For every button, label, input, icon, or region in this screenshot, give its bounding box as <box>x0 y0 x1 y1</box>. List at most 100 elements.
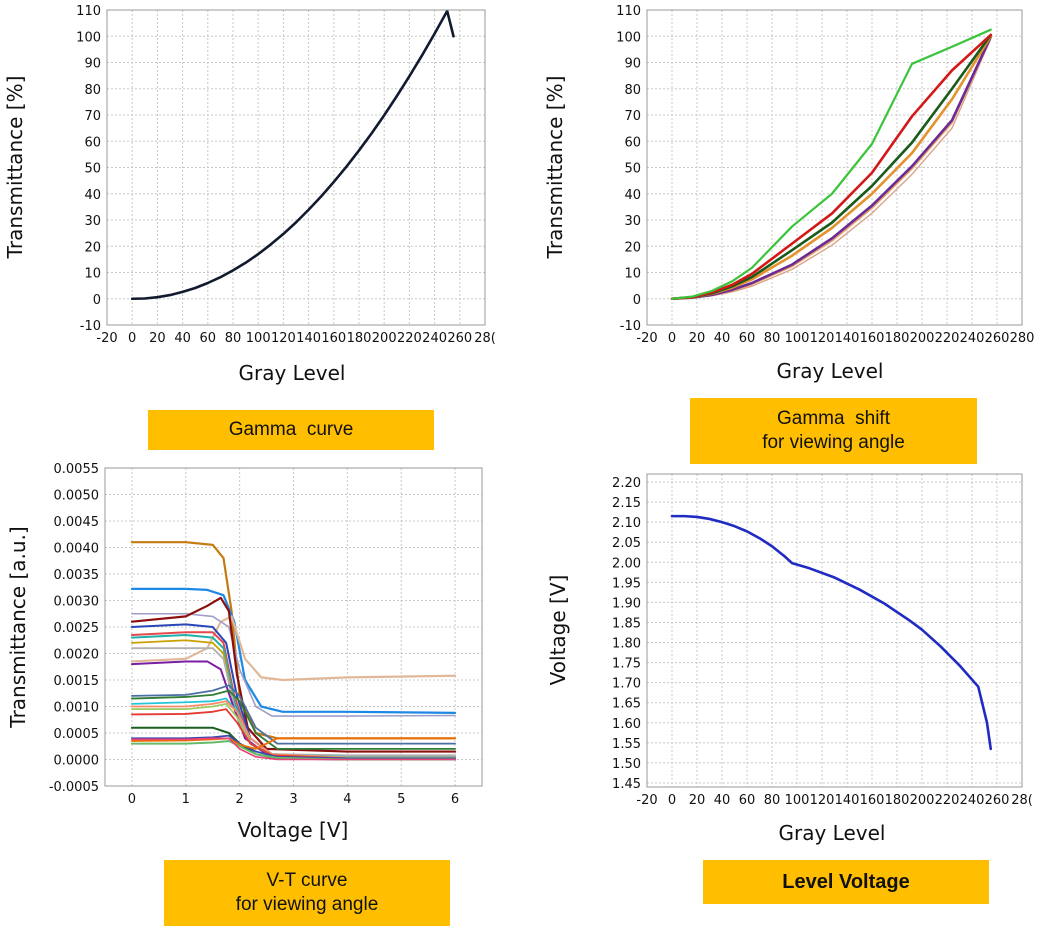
y-tick-label: 70 <box>624 109 641 124</box>
chart-vt-curve: 0 1 2 3 4 5 6 -0.0005 0.0000 0.0005 0.0010 0.0015 0.… <box>6 462 483 842</box>
series-line-2 <box>130 587 457 714</box>
y-tick-label: 30 <box>84 214 101 229</box>
x-tick-label: 140 <box>835 331 860 346</box>
y-tick-label: 1.65 <box>612 697 641 712</box>
y-tick-label: 0.0010 <box>54 701 100 716</box>
caption-gamma-shift: Gamma shift for viewing angle <box>690 398 977 464</box>
caption-gamma-curve: Gamma curve <box>148 410 434 450</box>
y-tick-label: 0 <box>633 293 641 308</box>
x-tick-label: 260 <box>447 331 472 346</box>
y-tick-label: 40 <box>84 188 101 203</box>
plot-frame <box>106 9 486 326</box>
y-tick-label: 60 <box>84 135 101 150</box>
series-line-22 <box>131 737 456 761</box>
x-tick-label: 80 <box>225 331 242 346</box>
series-line-5 <box>130 596 457 753</box>
x-tick-label: 80 <box>764 793 781 808</box>
caption-level-voltage-line-1: Level Voltage <box>782 871 910 893</box>
x-axis-label: Voltage [V] <box>238 818 349 842</box>
x-tick-label: 60 <box>739 331 756 346</box>
y-tick-label: 0.0050 <box>54 489 100 504</box>
y-tick-label: 60 <box>624 135 641 150</box>
y-tick-label: 2.20 <box>612 476 641 491</box>
x-tick-label: 280 <box>1010 331 1035 346</box>
x-tick-label: 20 <box>149 331 166 346</box>
x-tick-label: 180 <box>347 331 372 346</box>
series-line-13 <box>131 689 456 750</box>
x-tick-label: 80 <box>764 331 781 346</box>
y-axis-label: Transmittance [%] <box>3 76 27 260</box>
y-tick-label: 110 <box>76 4 101 19</box>
x-tick-label: 160 <box>860 793 885 808</box>
y-tick-label: 1.55 <box>612 737 641 752</box>
x-tick-label: 240 <box>422 331 447 346</box>
y-tick-label: 10 <box>84 267 101 282</box>
y-tick-label: -0.0005 <box>49 780 99 795</box>
caption-gamma-curve-line-1: Gamma curve <box>228 419 354 440</box>
x-tick-label: 220 <box>935 331 960 346</box>
x-tick-label: 28( <box>1011 793 1033 808</box>
y-tick-label: 80 <box>84 83 101 98</box>
y-tick-label: 2.10 <box>612 516 641 531</box>
y-axis-label: Transmittance [a.u.] <box>6 526 30 728</box>
x-tick-label: 260 <box>985 793 1010 808</box>
y-tick-label: 110 <box>616 4 641 19</box>
series-line-3 <box>130 615 457 682</box>
x-tick-label: -20 <box>636 793 657 808</box>
x-tick-label: 140 <box>296 331 321 346</box>
y-tick-label: 0.0055 <box>54 462 100 477</box>
x-tick-label: 0 <box>128 331 136 346</box>
y-tick-label: 50 <box>624 162 641 177</box>
caption-vt-curve-line-2: for viewing angle <box>235 894 379 915</box>
x-tick-label: 0 <box>128 792 136 807</box>
x-axis-label: Gray Level <box>779 821 886 845</box>
x-tick-label: 120 <box>271 331 296 346</box>
x-tick-label: 200 <box>910 793 935 808</box>
y-tick-label: 80 <box>624 83 641 98</box>
y-tick-label: 30 <box>624 214 641 229</box>
x-tick-label: 1 <box>182 792 190 807</box>
series-line-1 <box>670 514 993 751</box>
y-tick-label: 0.0015 <box>54 674 100 689</box>
y-tick-label: 100 <box>616 30 641 45</box>
y-tick-label: 1.50 <box>612 757 641 772</box>
y-tick-label: 40 <box>624 188 641 203</box>
y-tick-label: 1.95 <box>612 576 641 591</box>
y-tick-label: 2.15 <box>612 496 641 511</box>
plot-frame <box>646 9 1023 326</box>
y-tick-label: 1.85 <box>612 616 641 631</box>
y-tick-label: 50 <box>84 162 101 177</box>
y-tick-label: 100 <box>76 30 101 45</box>
x-tick-label: 0 <box>668 793 676 808</box>
y-tick-label: 1.45 <box>612 777 641 792</box>
x-tick-label: 2 <box>236 792 244 807</box>
series-line-20 <box>131 737 456 750</box>
y-axis-label: Transmittance [%] <box>543 76 567 260</box>
x-tick-label: 240 <box>960 793 985 808</box>
y-tick-label: 10 <box>624 267 641 282</box>
x-tick-label: 220 <box>935 793 960 808</box>
caption-gamma-shift-line-2: for viewing angle <box>762 432 905 453</box>
y-tick-label: 90 <box>624 57 641 72</box>
y-tick-label: 20 <box>84 240 101 255</box>
x-tick-label: 100 <box>785 793 810 808</box>
y-tick-label: 1.75 <box>612 657 641 672</box>
caption-vt-curve-line-1: V-T curve <box>266 870 348 891</box>
x-tick-label: 160 <box>321 331 346 346</box>
x-tick-label: 5 <box>397 792 405 807</box>
y-tick-label: 0.0000 <box>54 754 100 769</box>
y-tick-label: 1.80 <box>612 637 641 652</box>
chart-level-voltage: -20 0 20 40 60 80 100 120 140 160 180 200 220 240 260 2… <box>546 473 1033 845</box>
y-tick-label: 1.90 <box>612 596 641 611</box>
x-tick-label: 140 <box>835 793 860 808</box>
series-line-19 <box>131 734 456 760</box>
y-tick-label: 0.0045 <box>54 515 100 530</box>
x-tick-label: 120 <box>810 793 835 808</box>
x-tick-label: 160 <box>860 331 885 346</box>
x-tick-label: -20 <box>96 331 117 346</box>
x-tick-label: 180 <box>885 331 910 346</box>
x-tick-label: 40 <box>174 331 191 346</box>
x-tick-label: 200 <box>372 331 397 346</box>
series-line-1 <box>130 9 455 301</box>
